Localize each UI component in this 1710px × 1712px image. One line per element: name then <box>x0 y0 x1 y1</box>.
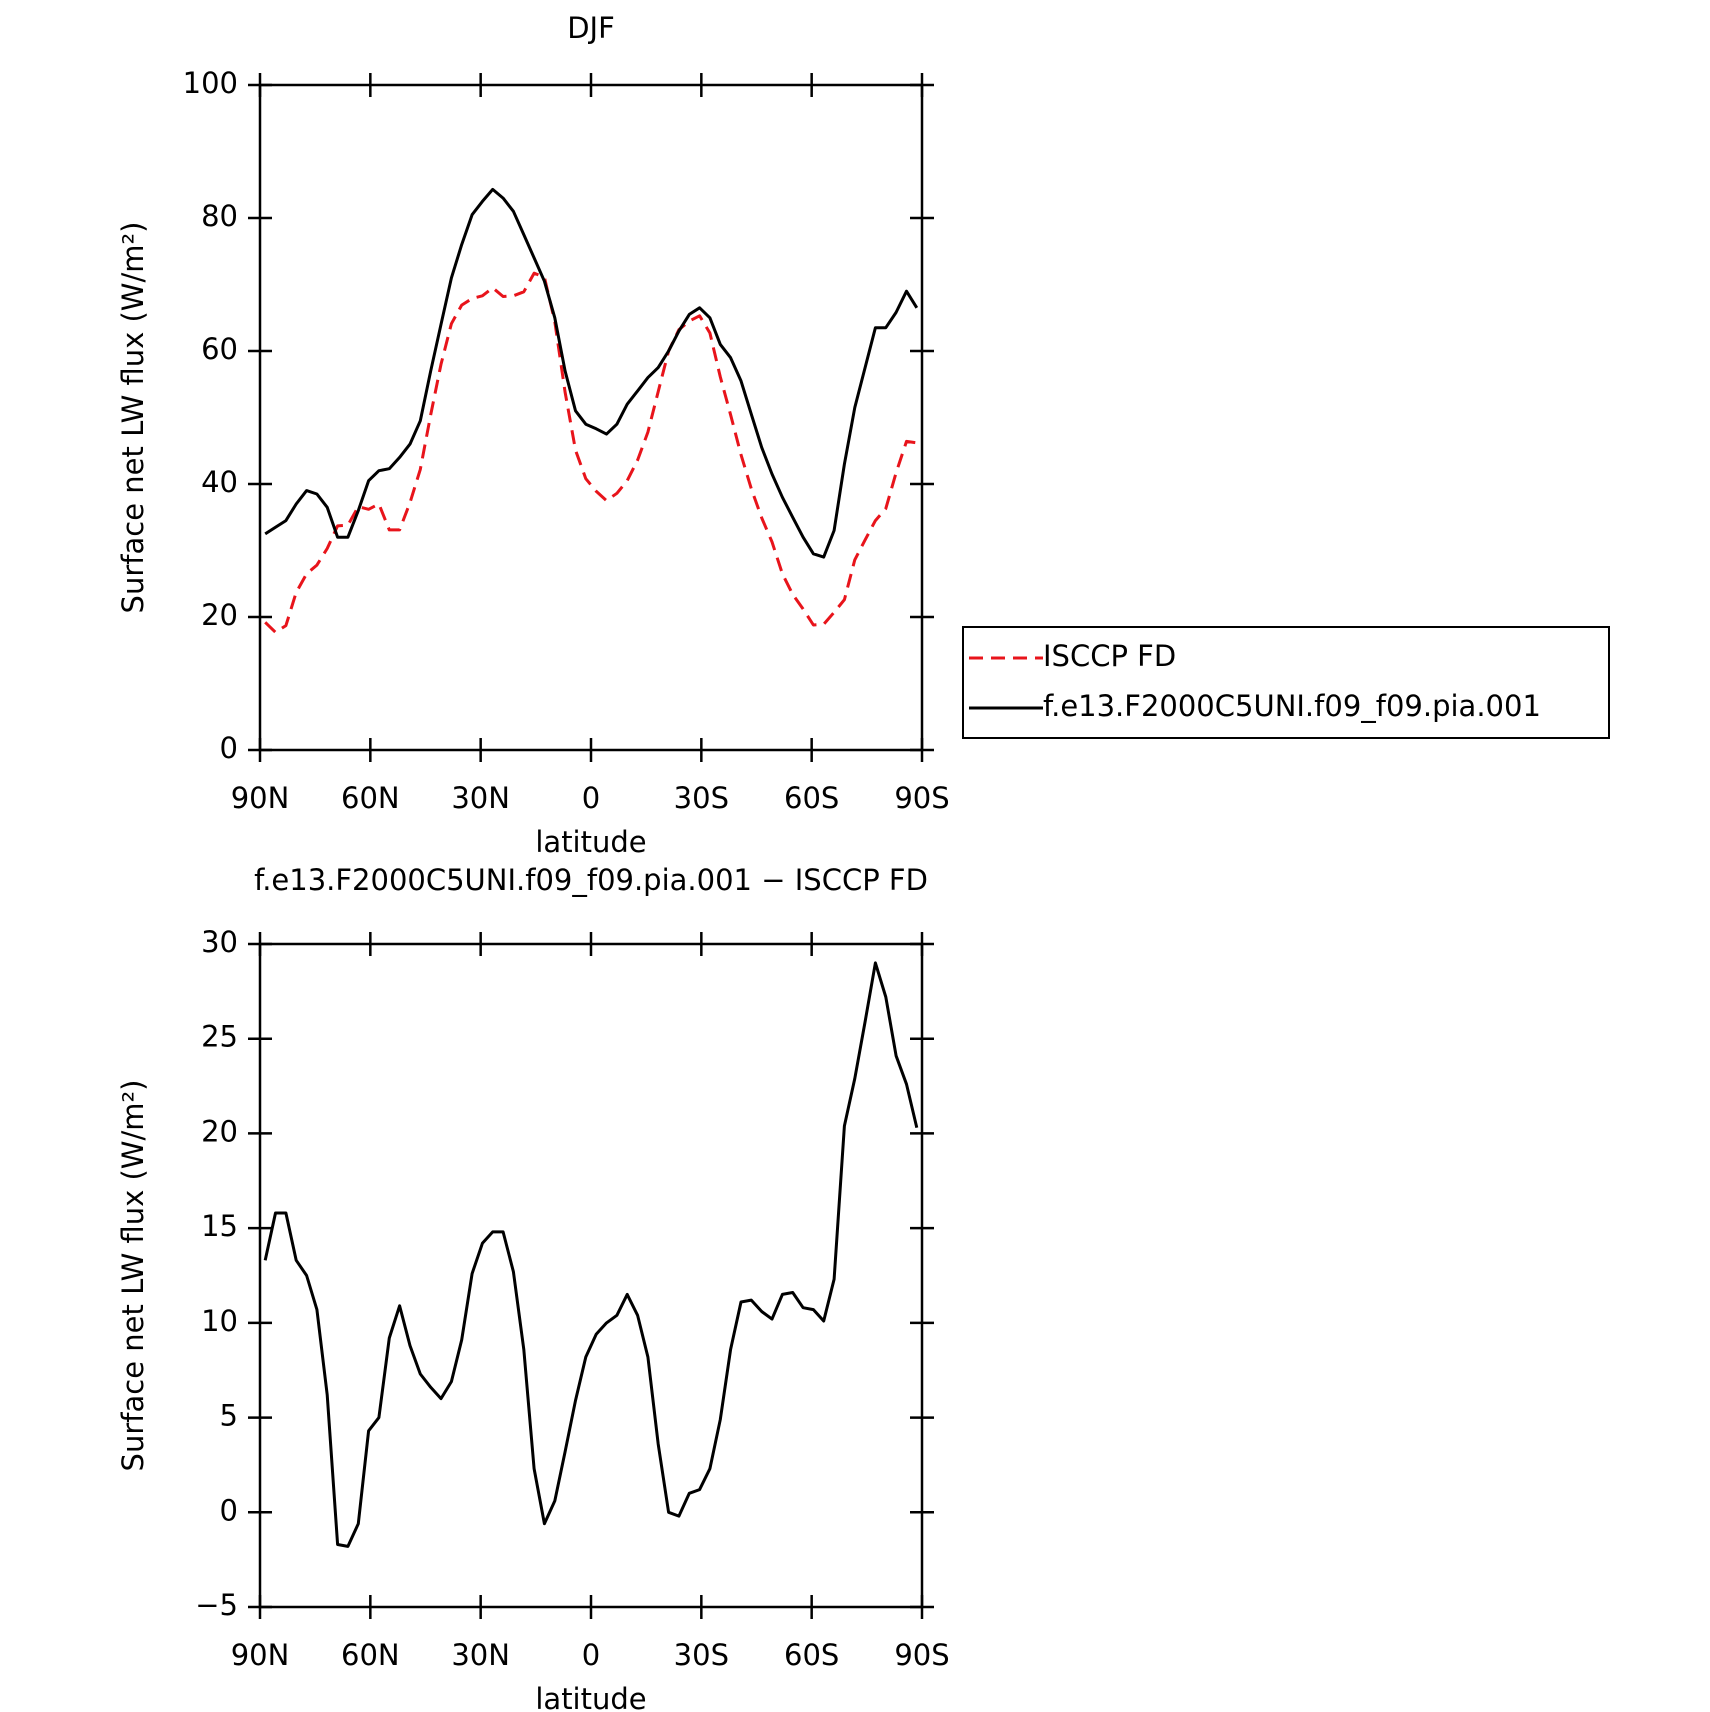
y-axis-label: Surface net LW flux (W/m²) <box>116 1080 150 1472</box>
legend-box <box>962 626 1610 739</box>
x-tick-label: 60N <box>341 1638 400 1672</box>
series-line <box>264 271 918 634</box>
y-tick-label: 0 <box>220 1493 238 1527</box>
x-tick-label: 0 <box>582 781 600 815</box>
chart-title: DJF <box>567 11 615 45</box>
x-tick-label: 30N <box>451 1638 510 1672</box>
x-tick-label: 30S <box>674 781 729 815</box>
x-tick-label: 90N <box>231 781 290 815</box>
x-tick-label: 60S <box>784 1638 839 1672</box>
y-tick-label: 10 <box>201 1304 238 1338</box>
y-tick-label: 80 <box>201 199 238 233</box>
y-tick-label: 40 <box>201 465 238 499</box>
x-tick-label: 0 <box>582 1638 600 1672</box>
x-axis-label: latitude <box>535 1682 646 1712</box>
chart-title: f.e13.F2000C5UNI.f09_f09.pia.001 − ISCCP… <box>254 863 928 897</box>
x-tick-label: 60S <box>784 781 839 815</box>
y-tick-label: 15 <box>201 1209 238 1243</box>
x-tick-label: 30N <box>451 781 510 815</box>
y-tick-label: 25 <box>201 1020 238 1054</box>
legend-label: f.e13.F2000C5UNI.f09_f09.pia.001 <box>1043 689 1541 723</box>
x-tick-label: 90S <box>894 1638 949 1672</box>
y-tick-label: 0 <box>220 731 238 765</box>
y-tick-label: 20 <box>201 598 238 632</box>
y-axis-label: Surface net LW flux (W/m²) <box>116 222 150 614</box>
series-line <box>264 187 919 559</box>
x-tick-label: 90N <box>231 1638 290 1672</box>
y-tick-label: −5 <box>195 1588 238 1622</box>
x-tick-label: 30S <box>674 1638 729 1672</box>
y-tick-label: 20 <box>201 1114 238 1148</box>
legend-label: ISCCP FD <box>1043 639 1176 673</box>
y-tick-label: 5 <box>220 1399 238 1433</box>
y-tick-label: 100 <box>183 66 238 100</box>
plot-frame <box>258 83 924 752</box>
series-line <box>263 961 919 1548</box>
x-axis-label: latitude <box>535 825 646 859</box>
x-tick-label: 90S <box>894 781 949 815</box>
y-tick-label: 60 <box>201 332 238 366</box>
x-tick-label: 60N <box>341 781 400 815</box>
y-tick-label: 30 <box>201 925 238 959</box>
